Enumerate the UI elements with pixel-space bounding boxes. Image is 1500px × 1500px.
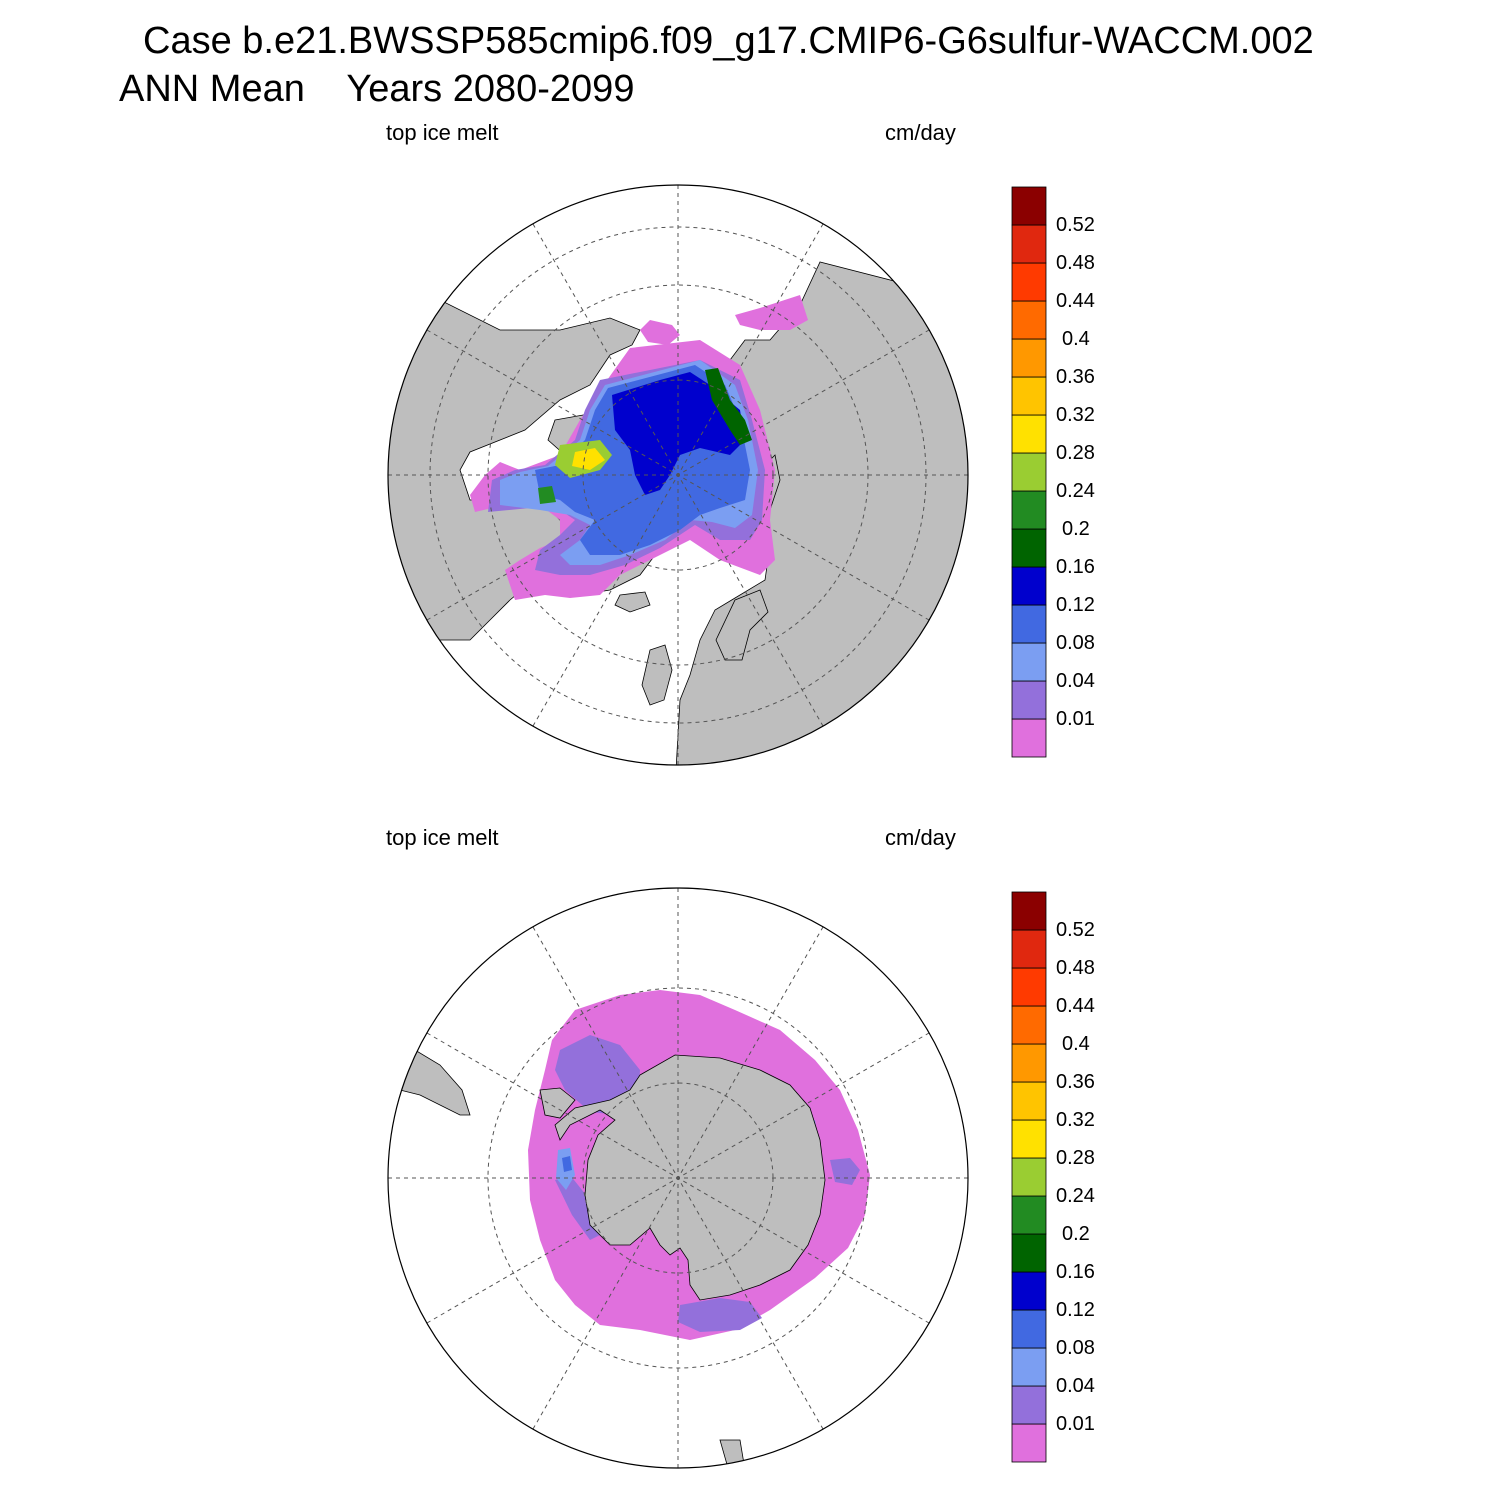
south-colorbar-swatch [1011,1271,1047,1311]
south-colorbar-tick-label: 0.16 [1056,1261,1095,1283]
north-colorbar-swatch [1011,604,1047,644]
figure-subtitle: ANN Mean Years 2080-2099 [119,70,634,108]
north-colorbar-swatch [1011,718,1047,758]
north-colorbar-tick-label: 0.4 [1062,328,1090,350]
south-colorbar-swatch [1011,967,1047,1007]
south-colorbar-swatch [1011,1005,1047,1045]
south-colorbar-swatch [1011,1233,1047,1273]
south-colorbar-tick-label: 0.2 [1062,1223,1090,1245]
north-colorbar-tick-label: 0.28 [1056,442,1095,464]
south-colorbar-swatch [1011,1385,1047,1425]
north-melt-band-020 [705,368,752,445]
south-colorbar-tick-label: 0.01 [1056,1413,1095,1435]
north-polar-map [387,184,969,766]
north-melt-band-024 [538,486,556,504]
north-colorbar-tick-label: 0.2 [1062,518,1090,540]
north-colorbar-swatch [1011,262,1047,302]
north-colorbar [1011,186,1047,758]
south-variable-label: top ice melt [386,825,499,850]
north-colorbar-swatch [1011,186,1047,226]
north-colorbar-tick-label: 0.04 [1056,670,1095,692]
south-colorbar-tick-label: 0.48 [1056,957,1095,979]
north-map-border [387,184,969,766]
north-colorbar-tick-label: 0.48 [1056,252,1095,274]
south-melt-band-004b [678,1298,762,1332]
north-colorbar-swatch [1011,300,1047,340]
north-colorbar-swatch [1011,338,1047,378]
south-colorbar-swatch [1011,929,1047,969]
north-colorbar-tick-label: 0.24 [1056,480,1095,502]
north-colorbar-tick-label: 0.12 [1056,594,1095,616]
south-colorbar-tick-label: 0.4 [1062,1033,1090,1055]
north-melt-band-001b [735,295,808,330]
south-colorbar-tick-label: 0.12 [1056,1299,1095,1321]
north-colorbar-swatch [1011,680,1047,720]
north-melt-band-032 [572,448,605,470]
antarctic-peninsula [539,1087,576,1119]
north-colorbar-tick-label: 0.36 [1056,366,1095,388]
south-colorbar-swatch [1011,1119,1047,1159]
north-colorbar-swatch [1011,528,1047,568]
south-colorbar-tick-label: 0.08 [1056,1337,1095,1359]
south-colorbar-swatch [1011,1195,1047,1235]
south-colorbar-swatch [1011,1347,1047,1387]
season-label: ANN Mean [119,68,305,110]
south-units-label: cm/day [885,825,956,850]
south-melt-band-004a [555,1035,640,1115]
north-graticule [388,185,968,765]
south-polar-map [387,887,969,1469]
south-colorbar-swatch [1011,1081,1047,1121]
antarctica-landmass [554,1054,826,1301]
iceland-island [614,591,651,613]
figure-title: Case b.e21.BWSSP585cmip6.f09_g17.CMIP6-G… [143,20,1314,62]
south-colorbar-swatch [1011,1157,1047,1197]
south-colorbar-tick-label: 0.32 [1056,1109,1095,1131]
north-colorbar-swatch [1011,490,1047,530]
north-america-landmass [388,299,641,641]
north-colorbar-swatch [1011,414,1047,454]
north-colorbar-swatch [1011,376,1047,416]
south-colorbar-swatch [1011,891,1047,931]
south-colorbar-tick-label: 0.04 [1056,1375,1095,1397]
south-colorbar-swatch [1011,1423,1047,1463]
north-colorbar-tick-label: 0.32 [1056,404,1095,426]
north-colorbar-tick-label: 0.08 [1056,632,1095,654]
south-colorbar-tick-label: 0.52 [1056,919,1095,941]
south-colorbar-tick-label: 0.44 [1056,995,1095,1017]
south-colorbar-tick-label: 0.28 [1056,1147,1095,1169]
south-colorbar-swatch [1011,1043,1047,1083]
north-variable-label: top ice melt [386,120,499,145]
south-colorbar [1011,891,1047,1463]
north-ice-melt-field [470,295,808,600]
north-colorbar-tick-label: 0.44 [1056,290,1095,312]
north-melt-band-001 [640,320,680,345]
north-colorbar-tick-label: 0.16 [1056,556,1095,578]
north-colorbar-swatch [1011,642,1047,682]
years-label: Years 2080-2099 [346,68,635,110]
uk-island [641,644,673,706]
south-colorbar-tick-label: 0.36 [1056,1071,1095,1093]
south-graticule [388,888,968,1468]
south-colorbar-tick-label: 0.24 [1056,1185,1095,1207]
south-melt-band-012 [562,1156,572,1172]
north-units-label: cm/day [885,120,956,145]
north-colorbar-tick-label: 0.01 [1056,708,1095,730]
south-colorbar-swatch [1011,1309,1047,1349]
north-colorbar-swatch [1011,452,1047,492]
south-map-border [387,887,969,1469]
north-colorbar-swatch [1011,566,1047,606]
south-melt-band-004d [555,1175,600,1240]
north-colorbar-swatch [1011,224,1047,264]
north-colorbar-tick-label: 0.52 [1056,214,1095,236]
